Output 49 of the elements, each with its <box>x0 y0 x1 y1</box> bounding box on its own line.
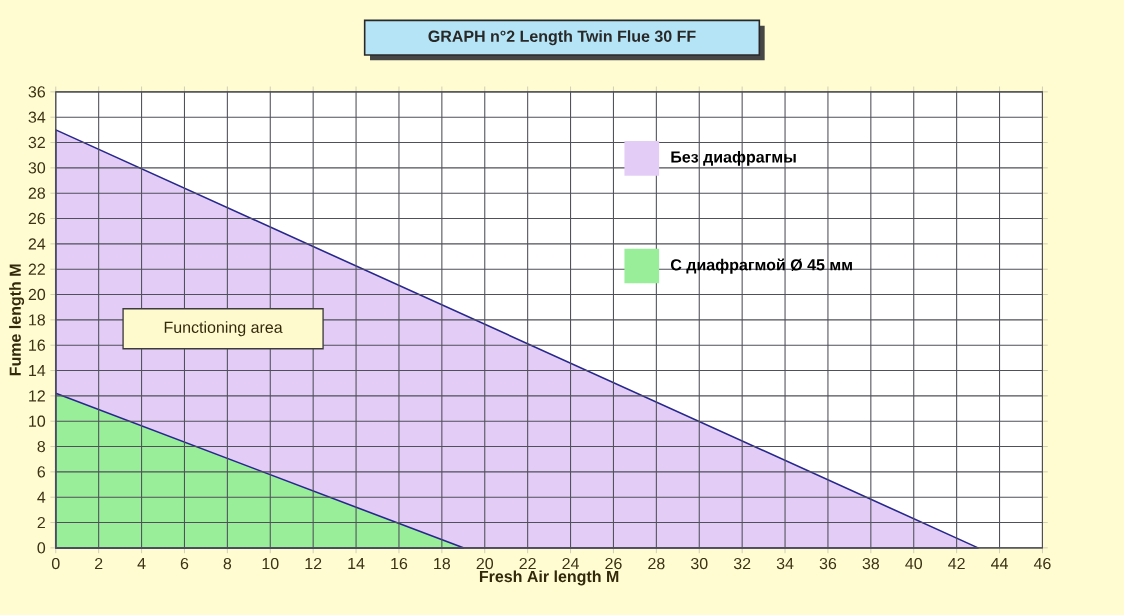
x-tick-label: 38 <box>862 557 880 570</box>
y-tick-label: 10 <box>29 415 46 427</box>
x-tick-label: 8 <box>223 557 232 570</box>
y-tick-label: 28 <box>28 187 46 199</box>
y-axis-title: Fume length M <box>9 264 25 376</box>
x-tick-label: 26 <box>605 557 622 570</box>
x-tick-label: 24 <box>562 557 579 570</box>
chart-title: GRAPH n°2 Length Twin Flue 30 FF <box>428 30 696 46</box>
y-tick-label: 18 <box>29 314 46 326</box>
x-tick-label: 0 <box>51 557 60 570</box>
y-tick-label: 26 <box>28 212 46 225</box>
x-tick-label: 28 <box>648 557 665 570</box>
y-tick-label: 4 <box>37 491 46 503</box>
legend-label: С диафрагмой Ø 45 мм <box>670 258 852 274</box>
x-tick-label: 18 <box>434 557 451 570</box>
y-tick-label: 36 <box>28 86 46 98</box>
y-tick-label: 16 <box>29 339 46 351</box>
y-tick-label: 22 <box>28 263 45 275</box>
x-tick-label: 32 <box>733 557 751 570</box>
annotation: Functioning area <box>164 321 283 337</box>
x-tick-label: 36 <box>819 557 837 570</box>
legend-label: Без диафрагмы <box>671 150 796 166</box>
y-tick-label: 6 <box>37 466 46 478</box>
y-tick-label: 34 <box>28 111 46 123</box>
x-tick-label: 4 <box>137 557 146 569</box>
x-tick-label: 44 <box>991 557 1008 569</box>
x-tick-label: 34 <box>776 557 794 570</box>
y-tick-label: 2 <box>37 516 45 529</box>
y-tick-label: 30 <box>28 162 46 174</box>
x-tick-label: 46 <box>1033 557 1051 570</box>
x-axis-title: Fresh Air length M <box>479 570 619 586</box>
x-tick-label: 30 <box>690 557 708 570</box>
x-tick-label: 10 <box>262 557 279 570</box>
y-tick-label: 12 <box>29 390 45 402</box>
x-tick-label: 14 <box>348 557 365 569</box>
x-tick-label: 22 <box>519 557 536 570</box>
x-tick-label: 2 <box>95 557 103 570</box>
x-tick-label: 12 <box>305 557 322 570</box>
y-tick-label: 8 <box>37 440 46 453</box>
y-tick-label: 32 <box>28 136 45 149</box>
x-tick-label: 20 <box>476 557 494 570</box>
y-tick-label: 20 <box>28 288 46 301</box>
x-tick-label: 40 <box>905 557 923 570</box>
x-tick-label: 6 <box>180 557 189 570</box>
y-tick-label: 0 <box>37 542 46 554</box>
y-tick-label: 14 <box>29 365 46 377</box>
x-tick-label: 16 <box>391 557 408 570</box>
x-tick-label: 42 <box>948 557 965 570</box>
y-tick-label: 24 <box>28 238 46 250</box>
